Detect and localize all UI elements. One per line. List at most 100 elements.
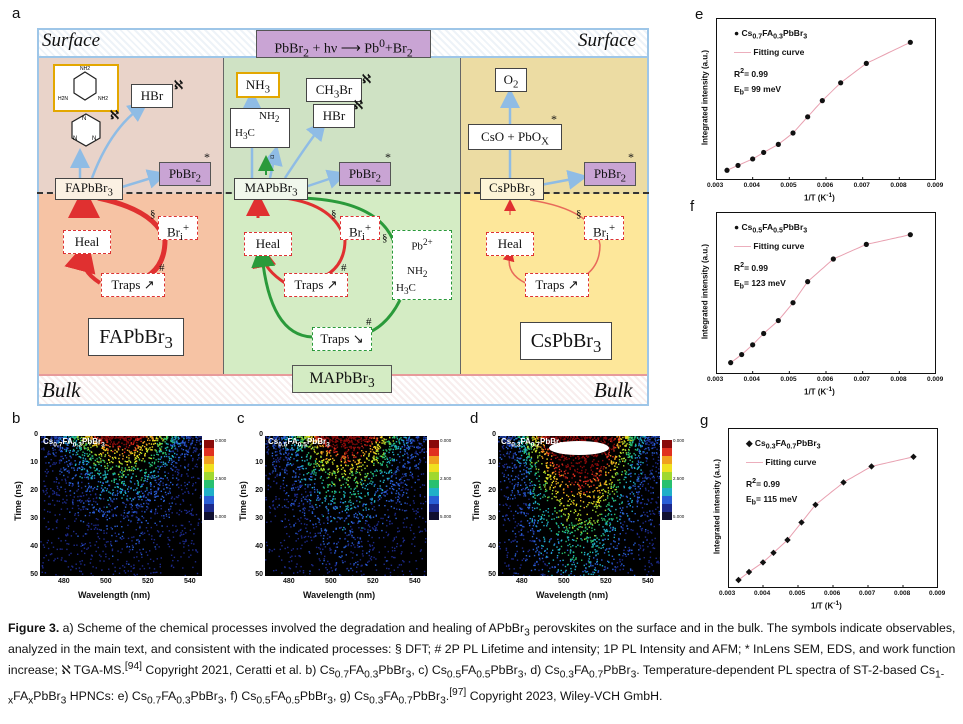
fa-heal: Heal xyxy=(63,230,111,254)
heatmap-composition-label: Cs0.7FA0.3PbBr3 xyxy=(43,437,105,449)
fa-bri-mark: § xyxy=(150,208,156,220)
data-point xyxy=(759,559,767,566)
ma-traps-up-mark: # xyxy=(341,262,347,274)
ma-pb2-mark: § xyxy=(382,232,388,244)
ma-hbr-mark: ℵ xyxy=(354,98,363,112)
x-tick-label: 540 xyxy=(409,578,421,585)
x-tick-label: 0.003 xyxy=(707,182,724,189)
x-axis-label: 1/T (K-1) xyxy=(804,386,835,397)
colorbar-tick: 0.000 xyxy=(215,438,227,443)
x-tick-label: 480 xyxy=(516,578,528,585)
heatmap-plot-d xyxy=(498,436,660,576)
y-tick-label: 50 xyxy=(488,571,496,578)
panel-letter-c: c xyxy=(237,410,245,427)
cs-bri-mark: § xyxy=(576,208,582,220)
plot-frame xyxy=(728,428,938,588)
data-point xyxy=(775,317,781,324)
fa-pbbr2: PbBr2 xyxy=(159,162,211,186)
heatmap-colorbar xyxy=(662,440,672,520)
ma-traps-up: Traps ↗ xyxy=(284,273,348,297)
ma-surface-node: MAPbBr3 xyxy=(234,178,308,200)
data-point xyxy=(784,536,791,544)
cs-traps: Traps ↗ xyxy=(525,273,589,297)
fitting-curve xyxy=(738,456,914,581)
caption-figure-number: Figure 3. xyxy=(8,621,60,635)
heatmap-colorbar xyxy=(429,440,439,520)
colorbar-tick: 2.500 xyxy=(215,476,227,481)
x-tick-label: 0.006 xyxy=(817,182,834,189)
x-tick-label: 0.004 xyxy=(743,376,760,383)
legend-marker-icon: ● xyxy=(734,222,742,232)
y-tick-label: 50 xyxy=(255,571,263,578)
data-point xyxy=(907,39,913,45)
plot-frame xyxy=(716,18,936,180)
legend-marker-icon: ● xyxy=(734,28,742,38)
x-axis-label: Wavelength (nm) xyxy=(78,590,151,600)
column-divider-1 xyxy=(223,58,224,374)
scatter-plot-g xyxy=(728,428,938,588)
svg-text:NH2: NH2 xyxy=(98,96,108,102)
data-point xyxy=(750,342,756,348)
ma-bri-mark: § xyxy=(331,208,337,220)
y-axis-label: Integrated intensity (a.u.) xyxy=(700,243,710,340)
ma-small-mark: ¤ xyxy=(270,152,275,162)
data-point xyxy=(830,256,836,262)
fa-pbbr2-mark: * xyxy=(204,150,210,164)
y-axis-label: Integrated intensity (a.u.) xyxy=(700,49,710,146)
x-tick-label: 0.006 xyxy=(817,376,834,383)
ma-hbr: HBr xyxy=(313,104,355,128)
colorbar-tick: 0.000 xyxy=(673,438,685,443)
x-tick-label: 0.008 xyxy=(890,182,907,189)
data-point xyxy=(739,351,745,358)
x-tick-label: 0.005 xyxy=(789,590,806,597)
x-tick-label: 0.004 xyxy=(754,590,771,597)
data-point xyxy=(724,167,730,173)
y-tick-label: 40 xyxy=(255,543,263,550)
y-tick-label: 40 xyxy=(30,543,38,550)
y-tick-label: 40 xyxy=(488,543,496,550)
y-tick-label: 50 xyxy=(30,571,38,578)
ma-ch3br: CH3Br xyxy=(306,78,362,102)
colorbar-tick: 5.000 xyxy=(215,514,227,519)
data-point xyxy=(770,549,777,556)
data-point xyxy=(735,576,742,584)
panel-letter-e: e xyxy=(695,6,704,23)
data-point xyxy=(790,130,796,136)
ma-methylamine: NH2 H3C xyxy=(230,108,290,148)
y-tick-label: 10 xyxy=(255,459,263,466)
svg-text:NH2: NH2 xyxy=(80,66,90,72)
x-tick-label: 480 xyxy=(58,578,70,585)
x-tick-label: 0.006 xyxy=(824,590,841,597)
ma-pbbr2-mark: * xyxy=(385,150,391,164)
cs-pbbr2-mark: * xyxy=(628,150,634,164)
y-tick-label: 0 xyxy=(34,431,38,438)
y-axis-label: Time (ns) xyxy=(471,481,481,521)
data-point xyxy=(805,114,811,120)
data-point xyxy=(750,156,756,162)
y-tick-label: 0 xyxy=(492,431,496,438)
svg-text:N: N xyxy=(92,136,96,142)
svg-text:H2N: H2N xyxy=(58,96,68,102)
x-tick-label: 0.008 xyxy=(894,590,911,597)
reaction-arrow-icon: ⟶ xyxy=(340,41,361,57)
data-point xyxy=(812,501,819,508)
x-tick-label: 0.009 xyxy=(929,590,946,597)
x-tick-label: 520 xyxy=(600,578,612,585)
heatmap-composition-label: Cs0.5FA0.5PbBr3 xyxy=(268,437,330,449)
fa-bri: Bri+ xyxy=(158,216,198,243)
colorbar-tick: 5.000 xyxy=(673,514,685,519)
figure-caption: Figure 3. a) Scheme of the chemical proc… xyxy=(8,621,956,707)
data-point xyxy=(863,241,869,247)
ma-traps-down-mark: # xyxy=(366,316,372,328)
x-axis-label: Wavelength (nm) xyxy=(303,590,376,600)
x-tick-label: 500 xyxy=(325,578,337,585)
heatmap-saturation xyxy=(549,441,609,455)
x-tick-label: 520 xyxy=(367,578,379,585)
data-point xyxy=(838,80,844,86)
colorbar-tick: 2.500 xyxy=(673,476,685,481)
data-point xyxy=(907,232,913,238)
data-point xyxy=(819,98,825,104)
y-axis-label: Time (ns) xyxy=(238,481,248,521)
panel-letter-a: a xyxy=(12,5,21,22)
ma-pb2-complex: Pb2+ NH2 H3C xyxy=(392,230,452,300)
